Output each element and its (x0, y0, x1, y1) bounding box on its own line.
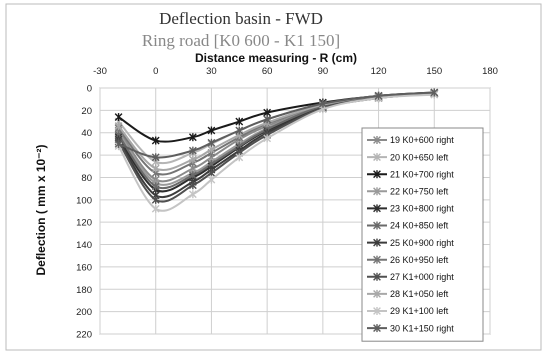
y-tick-label: 60 (81, 151, 92, 162)
legend-marker (373, 204, 381, 213)
data-point (151, 153, 160, 162)
y-tick-label: 80 (81, 173, 92, 184)
data-point (114, 139, 123, 148)
legend-label: 25 K0+900 right (390, 238, 454, 248)
legend-label: 30 K1+150 right (390, 323, 454, 333)
x-tick-label: 60 (262, 66, 273, 77)
chart-title: Deflection basin - FWD (159, 9, 323, 28)
legend-item: 29 K1+100 left (367, 306, 449, 316)
legend-marker (373, 238, 381, 247)
data-point (207, 138, 216, 147)
legend-marker (373, 272, 381, 281)
legend-item: 23 K0+800 right (367, 204, 454, 214)
data-point (188, 181, 197, 190)
data-point (151, 136, 160, 145)
data-point (151, 182, 160, 191)
legend-item: 20 K0+650 left (367, 152, 449, 162)
y-tick-label: 20 (81, 106, 92, 117)
legend-box (361, 127, 484, 342)
legend-label: 29 K1+100 left (390, 306, 449, 316)
data-point (263, 115, 272, 124)
y-tick-label: 40 (81, 128, 92, 139)
data-point (207, 145, 216, 154)
x-tick-label: 150 (426, 66, 442, 77)
y-axis-title: Deflection ( mm x 10⁻²) (34, 144, 48, 275)
y-tick-label: 160 (76, 262, 92, 273)
data-point (188, 146, 197, 155)
y-tick-label: 140 (76, 240, 92, 251)
x-tick-label: 180 (482, 66, 498, 77)
legend-item: 19 K0+600 right (367, 135, 454, 145)
legend-item: 24 K0+850 left (367, 221, 449, 231)
legend-item: 22 K0+750 left (367, 187, 449, 197)
data-point (188, 155, 197, 164)
legend-marker (373, 255, 381, 264)
data-point (151, 195, 160, 204)
x-axis-title: Distance measuring - R (cm) (195, 51, 357, 65)
data-point (207, 175, 216, 184)
legend-marker (373, 307, 381, 315)
legend-item: 30 K1+150 right (367, 323, 454, 333)
x-tick-label: 0 (153, 66, 158, 77)
legend-marker (373, 153, 381, 162)
legend-item: 21 K0+700 right (367, 169, 454, 179)
data-point (151, 204, 160, 213)
legend-marker (373, 324, 381, 333)
legend-item: 27 K1+000 right (367, 272, 454, 282)
y-tick-label: 200 (76, 307, 92, 318)
legend-label: 20 K0+650 left (390, 152, 449, 162)
data-point (207, 126, 216, 135)
legend-marker (373, 136, 381, 144)
data-point (114, 113, 123, 122)
y-tick-label: 100 (76, 195, 92, 206)
legend-label: 22 K0+750 left (390, 187, 449, 197)
data-point (263, 108, 272, 117)
data-point (318, 99, 327, 108)
data-point (374, 91, 383, 100)
data-point (151, 164, 160, 173)
data-point (263, 134, 272, 143)
x-tick-label: 30 (206, 66, 217, 77)
data-point (114, 122, 123, 131)
series-lines (114, 88, 439, 213)
y-tick-label: 0 (87, 84, 92, 95)
legend-label: 28 K1+050 left (390, 289, 449, 299)
data-point (235, 153, 244, 162)
legend-label: 21 K0+700 right (390, 169, 454, 179)
data-point (188, 190, 197, 199)
legend-item: 25 K0+900 right (367, 238, 454, 248)
y-tick-label: 180 (76, 285, 92, 296)
data-point (207, 168, 216, 177)
chart-subtitle: Ring road [K0 600 - K1 150] (142, 31, 340, 50)
legend-label: 27 K1+000 right (390, 272, 454, 282)
data-point (188, 171, 197, 180)
legend-item: 28 K1+050 left (367, 289, 449, 299)
data-point (430, 88, 439, 97)
y-tick-label: 220 (76, 330, 92, 341)
legend-item: 26 K0+950 left (367, 255, 449, 265)
data-point (188, 133, 197, 142)
x-tick-label: 120 (371, 66, 387, 77)
legend-label: 19 K0+600 right (390, 135, 454, 145)
legend-marker (373, 289, 381, 298)
legend-label: 23 K0+800 right (390, 204, 454, 214)
data-point (235, 126, 244, 135)
x-tick-label: 90 (318, 66, 329, 77)
data-point (235, 117, 244, 126)
x-tick-label: -30 (93, 66, 107, 77)
series-12 (114, 88, 439, 162)
legend-label: 26 K0+950 left (390, 255, 449, 265)
legend-marker (373, 221, 381, 230)
legend-label: 24 K0+850 left (390, 221, 449, 231)
legend-marker (373, 170, 381, 179)
legend: 19 K0+600 right 20 K0+650 left 21 K0+700 r… (361, 127, 484, 342)
legend-marker (373, 187, 381, 196)
y-tick-label: 120 (76, 218, 92, 229)
chart-frame (5, 3, 542, 351)
